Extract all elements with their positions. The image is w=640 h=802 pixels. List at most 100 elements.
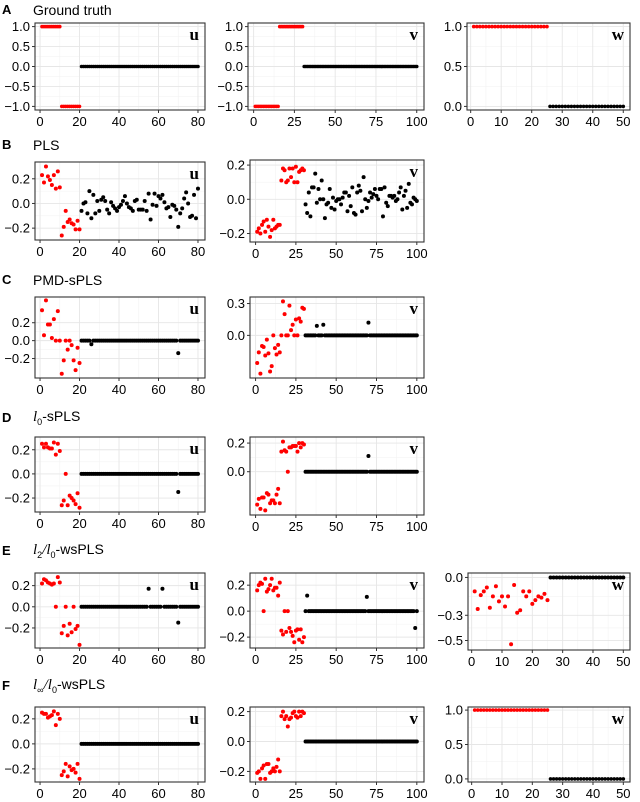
plot-frame — [34, 706, 206, 783]
plot-frame — [34, 22, 206, 111]
x-tick-label: 0 — [36, 652, 43, 667]
x-tick-label: 50 — [329, 246, 343, 261]
data-point — [603, 777, 607, 781]
data-point — [517, 24, 522, 29]
data-point — [59, 503, 64, 508]
row-title-e: l2/l0-wsPLS — [33, 541, 104, 560]
data-point — [75, 623, 80, 628]
data-point — [146, 191, 151, 196]
y-tick-label: 0.0 — [12, 59, 30, 74]
data-point — [49, 713, 54, 718]
x-tick-label: 50 — [329, 652, 343, 667]
data-point — [276, 486, 281, 491]
data-point — [57, 24, 62, 29]
data-point — [272, 346, 277, 351]
data-point — [261, 345, 266, 350]
data-point — [150, 202, 155, 207]
data-point — [506, 708, 510, 712]
data-point — [545, 24, 549, 29]
y-tick-label: 0.2 — [227, 578, 245, 593]
title-math-l: l — [46, 542, 51, 558]
data-point — [521, 708, 526, 712]
x-tick-label: 75 — [369, 652, 383, 667]
data-point — [584, 104, 589, 109]
data-point — [53, 452, 58, 457]
data-point — [51, 709, 56, 714]
x-tick-label: 100 — [406, 519, 428, 534]
data-point — [364, 205, 369, 210]
y-tick-label: 0.0 — [12, 466, 30, 481]
data-point — [533, 708, 538, 712]
y-tick-label: 0.5 — [445, 737, 463, 752]
x-tick-label: 0 — [468, 654, 475, 669]
data-point — [313, 333, 318, 338]
data-point — [258, 776, 263, 781]
data-point — [539, 595, 544, 600]
data-point — [523, 24, 528, 29]
y-tick-label: 0.3 — [227, 296, 245, 311]
data-point — [160, 586, 165, 591]
data-point — [587, 104, 592, 109]
data-point — [332, 207, 337, 212]
data-point — [615, 777, 620, 781]
data-point — [319, 333, 324, 338]
data-point — [603, 575, 608, 580]
x-tick-label: 30 — [555, 114, 569, 129]
data-point — [392, 193, 397, 198]
data-point — [45, 174, 50, 179]
x-tick-label: 25 — [289, 652, 303, 667]
title-suffix: -wsPLS — [55, 541, 104, 557]
data-point — [303, 202, 308, 207]
data-point — [554, 777, 559, 781]
data-point — [89, 342, 94, 347]
y-tick-label: 0.0 — [227, 604, 245, 619]
x-tick-label: 40 — [586, 786, 600, 801]
data-point — [542, 708, 547, 712]
data-point — [348, 204, 353, 209]
data-point — [403, 188, 408, 193]
data-point — [279, 628, 284, 633]
data-point — [514, 24, 519, 29]
data-point — [527, 708, 532, 712]
data-point — [548, 575, 553, 580]
data-point — [77, 361, 82, 366]
x-tick-label: 25 — [287, 114, 301, 129]
x-tick-label: 30 — [555, 786, 569, 801]
data-point — [536, 594, 541, 599]
x-tick-label: 40 — [112, 382, 126, 397]
data-point — [490, 594, 495, 599]
data-point — [55, 711, 60, 716]
data-point — [569, 777, 574, 781]
title-suffix: -sPLS — [42, 408, 81, 424]
data-point — [268, 369, 273, 374]
data-point — [279, 178, 284, 183]
data-point — [597, 575, 602, 580]
x-tick-label: 0 — [252, 786, 259, 801]
data-point — [491, 708, 495, 712]
y-tick-label: 0.5 — [225, 39, 243, 54]
data-point — [85, 211, 90, 216]
x-tick-label: 80 — [191, 244, 205, 259]
data-point — [49, 182, 54, 187]
x-tick-label: 60 — [151, 652, 165, 667]
data-point — [55, 169, 60, 174]
y-tick-label: 0.0 — [227, 734, 245, 749]
data-point — [300, 640, 305, 645]
x-tick-label: 100 — [406, 246, 428, 261]
x-tick-label: 75 — [369, 246, 383, 261]
data-point — [506, 594, 511, 599]
x-tick-label: 40 — [112, 244, 126, 259]
panel-vector-label: u — [190, 709, 199, 728]
data-point — [545, 708, 550, 712]
x-tick-label: 20 — [72, 516, 86, 531]
y-tick-label: 0.2 — [12, 171, 30, 186]
data-point — [490, 24, 494, 29]
data-point — [560, 777, 565, 781]
data-point — [548, 104, 552, 109]
x-tick-label: 40 — [586, 654, 600, 669]
data-point — [590, 104, 595, 109]
data-point — [194, 216, 199, 221]
y-tick-label: −0.5 — [217, 79, 243, 94]
data-point — [95, 199, 100, 203]
